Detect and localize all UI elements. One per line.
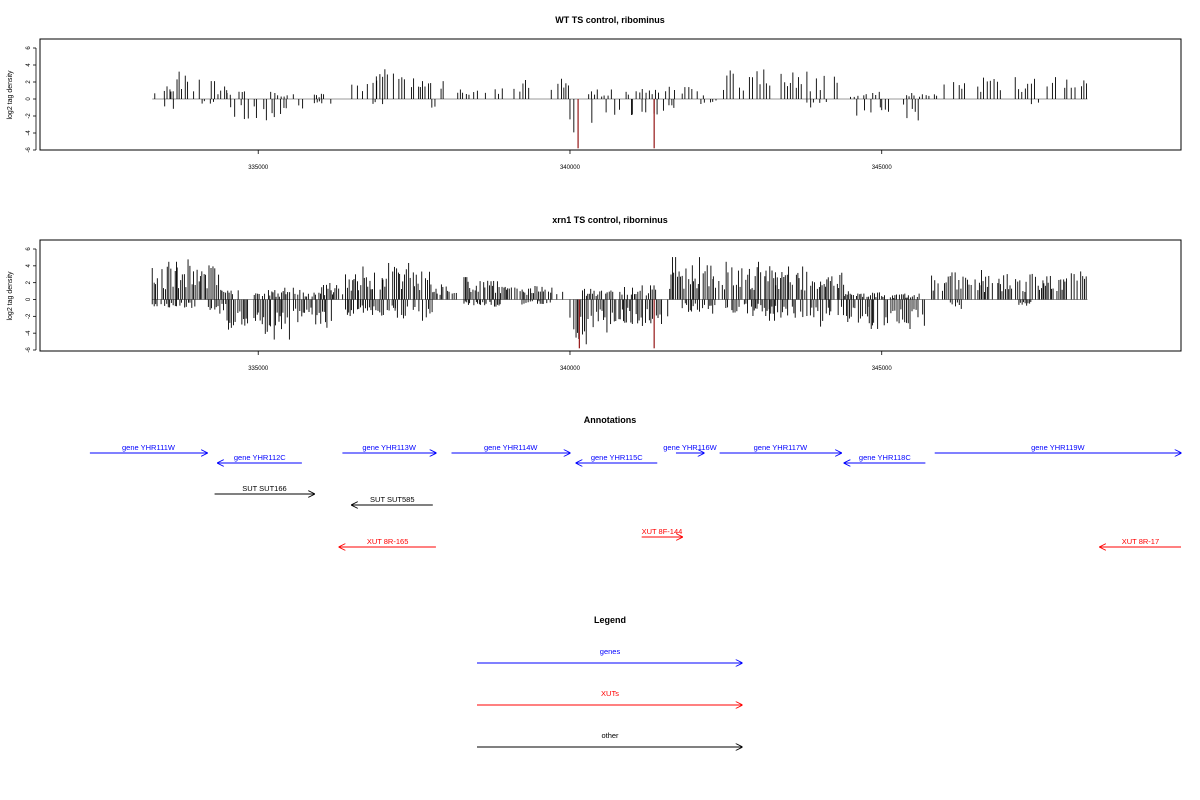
axes: -6 -4 -2 0 2 4 6 335000 340000 345000 bbox=[26, 46, 892, 171]
y-axis-label: log2 tag density bbox=[7, 271, 14, 321]
x-tick-label: 345000 bbox=[872, 165, 893, 171]
annotation-feature: gene YHR119W bbox=[934, 443, 1181, 453]
y-tick-label: -2 bbox=[26, 313, 32, 319]
y-tick-label: 6 bbox=[26, 247, 32, 251]
x-tick-label: 340000 bbox=[560, 165, 581, 171]
annotation-label: SUT SUT166 bbox=[242, 484, 286, 493]
y-tick-label: -6 bbox=[26, 147, 32, 153]
legend-item: genes bbox=[477, 647, 742, 663]
annotation-label: gene YHR115C bbox=[591, 453, 643, 462]
annotation-feature: gene YHR115C bbox=[576, 453, 658, 463]
annotation-label: XUT 8F-144 bbox=[642, 527, 683, 536]
annotations-title: Annotations bbox=[584, 415, 637, 425]
annotation-label: XUT 8R-17 bbox=[1122, 537, 1159, 546]
chart-panel-xrn1: xrn1 TS control, riborninus -6 -4 -2 0 2 4 6 33… bbox=[7, 215, 1182, 372]
chart-title: xrn1 TS control, riborninus bbox=[552, 215, 668, 225]
y-tick-label: 4 bbox=[26, 264, 32, 268]
x-tick-label: 335000 bbox=[248, 165, 269, 171]
y-tick-label: 4 bbox=[26, 63, 32, 67]
annotation-label: gene YHR112C bbox=[234, 453, 286, 462]
x-tick-label: 345000 bbox=[872, 366, 893, 372]
annotation-label: SUT SUT585 bbox=[370, 495, 414, 504]
annotation-label: gene YHR119W bbox=[1031, 443, 1085, 452]
legend-item: XUTs bbox=[477, 689, 742, 705]
annotation-label: gene YHR111W bbox=[122, 443, 176, 452]
annotation-feature: gene YHR111W bbox=[89, 443, 207, 453]
y-tick-label: -6 bbox=[26, 347, 32, 353]
y-tick-label: -2 bbox=[26, 113, 32, 119]
y-tick-label: -4 bbox=[26, 130, 32, 136]
legend-label: other bbox=[601, 731, 619, 740]
y-tick-label: 2 bbox=[26, 280, 32, 284]
y-tick-label: 0 bbox=[26, 97, 32, 101]
y-tick-label: -4 bbox=[26, 330, 32, 336]
legend-item: other bbox=[477, 731, 742, 747]
annotation-feature: XUT 8R-165 bbox=[339, 537, 436, 547]
bar-group bbox=[151, 257, 1088, 349]
annotation-label: gene YHR113W bbox=[362, 443, 416, 452]
annotation-label: gene YHR114W bbox=[484, 443, 538, 452]
annotation-feature: gene YHR116W bbox=[663, 443, 718, 453]
annotation-label: gene YHR117W bbox=[754, 443, 808, 452]
annotation-label: gene YHR116W bbox=[663, 443, 717, 452]
axes: -6 -4 -2 0 2 4 6 335000 340000 345000 bbox=[26, 247, 892, 372]
annotation-label: XUT 8R-165 bbox=[367, 537, 409, 546]
annotation-feature: SUT SUT585 bbox=[352, 495, 433, 505]
legend-title: Legend bbox=[594, 615, 626, 625]
annotation-label: gene YHR118C bbox=[859, 453, 911, 462]
bar-group bbox=[152, 69, 1088, 149]
annotation-feature: XUT 8F-144 bbox=[642, 527, 683, 537]
annotation-feature: gene YHR118C bbox=[844, 453, 926, 463]
y-tick-label: 6 bbox=[26, 46, 32, 50]
chart-title: WT TS control, ribominus bbox=[555, 15, 665, 25]
annotation-features: gene YHR111W gene YHR112C gene YHR113W gene… bbox=[89, 443, 1181, 547]
legend: Legend genes XUTs other bbox=[477, 615, 742, 747]
x-tick-label: 340000 bbox=[560, 366, 581, 372]
annotation-feature: XUT 8R-17 bbox=[1100, 537, 1181, 547]
annotation-feature: gene YHR112C bbox=[218, 453, 302, 463]
annotation-feature: gene YHR117W bbox=[719, 443, 842, 453]
legend-items: genes XUTs other bbox=[477, 647, 742, 747]
x-tick-label: 335000 bbox=[248, 366, 269, 372]
chart-panel-wt: WT TS control, ribominus -6 -4 -2 0 2 4 6 33500… bbox=[7, 15, 1182, 171]
plot-frame bbox=[39, 38, 1182, 151]
annotation-feature: gene YHR113W bbox=[342, 443, 436, 453]
y-axis-label: log2 tag density bbox=[7, 70, 14, 120]
plot-frame bbox=[39, 239, 1182, 352]
legend-label: genes bbox=[600, 647, 621, 656]
y-tick-label: 0 bbox=[26, 297, 32, 301]
y-tick-label: 2 bbox=[26, 80, 32, 84]
annotation-feature: gene YHR114W bbox=[451, 443, 570, 453]
annotation-feature: SUT SUT166 bbox=[214, 484, 315, 494]
legend-label: XUTs bbox=[601, 689, 619, 698]
